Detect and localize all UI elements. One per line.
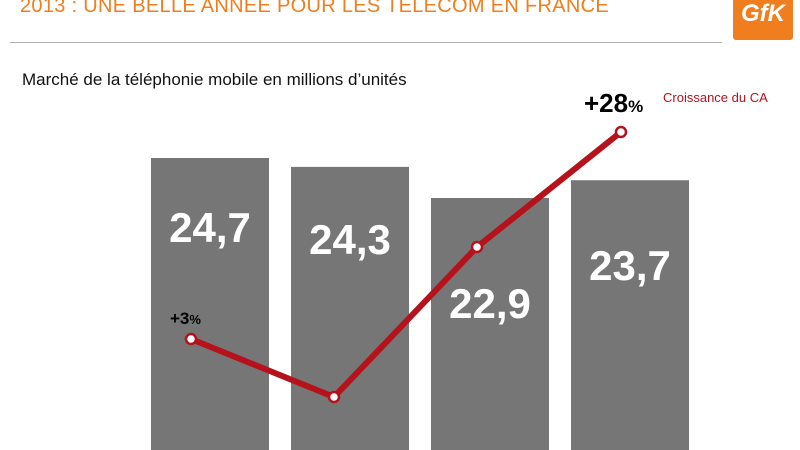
title-divider xyxy=(10,42,722,43)
bar-value-label: 23,7 xyxy=(589,242,671,289)
line-point xyxy=(327,390,341,404)
bar xyxy=(291,166,409,450)
bar-value-label: 22,9 xyxy=(449,280,531,327)
page-title: 2013 : UNE BELLE ANNEE POUR LES TELECOM … xyxy=(20,0,609,17)
growth-annotation: +3% xyxy=(170,309,201,328)
chart-title: Marché de la téléphonie mobile en millio… xyxy=(22,70,407,89)
gfk-logo: GfK xyxy=(733,0,793,40)
bar xyxy=(571,180,689,450)
line-point xyxy=(614,125,628,139)
line-point xyxy=(184,332,198,346)
line-point xyxy=(470,240,484,254)
bar-value-label: 24,3 xyxy=(309,216,391,263)
growth-line xyxy=(188,129,624,400)
bar-value-label: 24,7 xyxy=(169,204,251,251)
series-legend-label: Croissance du CA xyxy=(663,90,768,105)
bar xyxy=(151,158,269,450)
growth-annotation: +28% xyxy=(584,88,643,118)
